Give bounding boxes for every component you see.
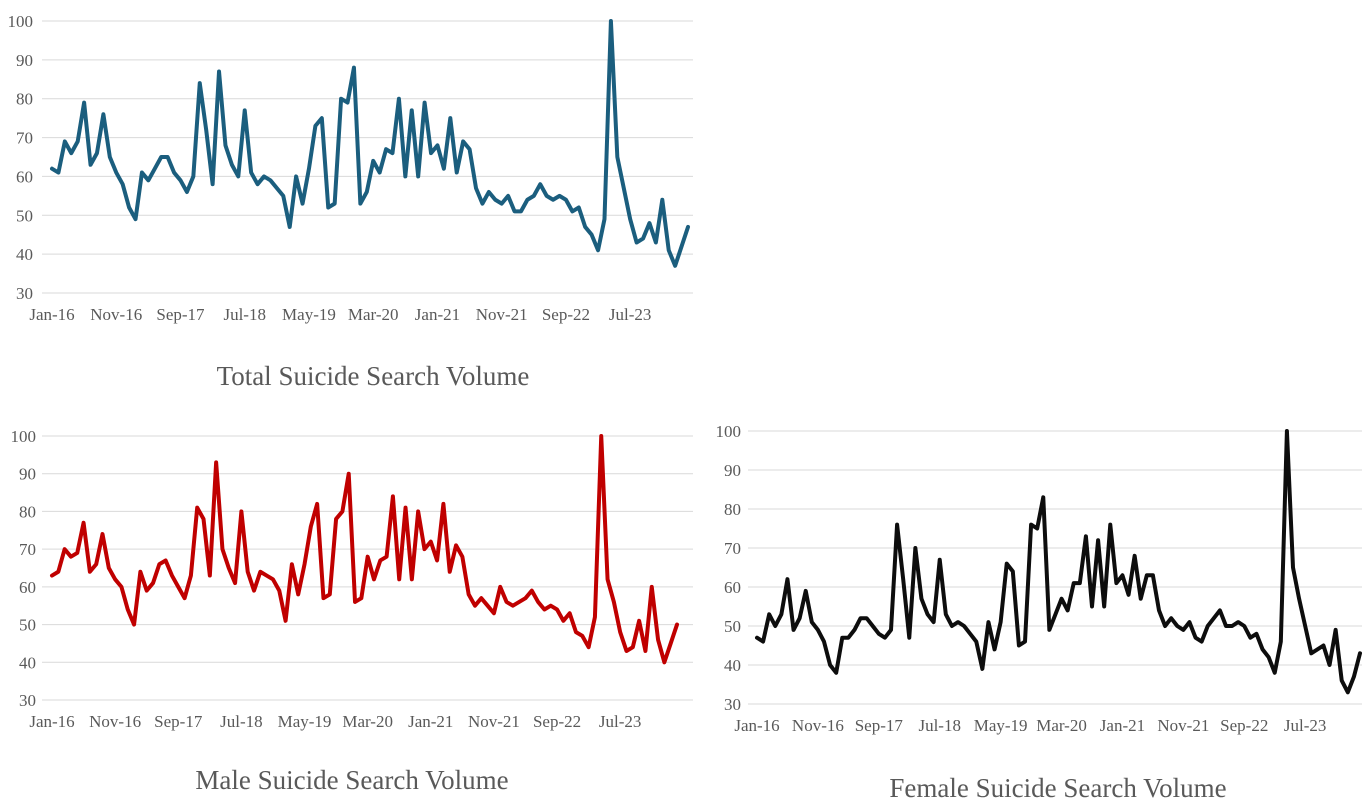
- female-x-tick-label: Jul-23: [1284, 716, 1327, 735]
- female-y-tick-label: 50: [724, 617, 741, 636]
- female-x-tick-label: Jan-21: [1100, 716, 1145, 735]
- total-x-tick-label: Jan-16: [29, 305, 74, 324]
- male-series-line: [50, 434, 679, 665]
- female-y-tick-label: 30: [724, 695, 741, 714]
- female-y-tick-label: 90: [724, 461, 741, 480]
- female-x-tick-label: Jan-16: [734, 716, 779, 735]
- female-y-tick-label: 60: [724, 578, 741, 597]
- total-x-tick-label: Nov-21: [476, 305, 528, 324]
- male-y-tick-label: 30: [19, 691, 36, 710]
- male-y-tick-label: 60: [19, 578, 36, 597]
- total-x-tick-label: Jul-18: [223, 305, 266, 324]
- female-y-tick-label: 40: [724, 656, 741, 675]
- female-x-tick-label: May-19: [974, 716, 1028, 735]
- total-x-tick-label: Jul-23: [609, 305, 652, 324]
- male-x-tick-label: Nov-16: [89, 712, 141, 731]
- total-y-tick-label: 60: [16, 167, 33, 186]
- female-x-tick-label: Nov-16: [792, 716, 844, 735]
- total-x-tick-label: Nov-16: [90, 305, 142, 324]
- male-search-volume-chart: 30 40 50 60 70 80 90 100 Jan-16 Nov-16 Sep-17 Jul-1…: [11, 427, 693, 795]
- male-x-tick-label: May-19: [278, 712, 332, 731]
- male-y-tick-label: 70: [19, 540, 36, 559]
- male-y-tick-label: 100: [11, 427, 37, 446]
- male-x-tick-label: Nov-21: [468, 712, 520, 731]
- male-x-tick-label: Jul-18: [220, 712, 263, 731]
- total-x-tick-label: Jan-21: [415, 305, 460, 324]
- female-x-tick-label: Sep-17: [855, 716, 904, 735]
- female-y-tick-label: 70: [724, 539, 741, 558]
- male-y-tick-label: 90: [19, 465, 36, 484]
- total-x-tick-label: Sep-17: [156, 305, 205, 324]
- female-x-tick-label: Sep-22: [1220, 716, 1268, 735]
- female-x-tick-label: Jul-18: [918, 716, 961, 735]
- male-chart-title: Male Suicide Search Volume: [195, 765, 508, 795]
- male-y-tick-label: 40: [19, 653, 36, 672]
- female-chart-title: Female Suicide Search Volume: [889, 773, 1226, 803]
- total-y-tick-label: 70: [16, 129, 33, 148]
- male-x-tick-label: Mar-20: [342, 712, 393, 731]
- total-x-tick-label: Mar-20: [348, 305, 399, 324]
- female-y-tick-label: 80: [724, 500, 741, 519]
- total-x-tick-label: May-19: [282, 305, 336, 324]
- male-x-tick-label: Sep-17: [154, 712, 203, 731]
- total-y-tick-label: 50: [16, 206, 33, 225]
- total-search-volume-chart: 30 40 50 60 70 80 90 100 Jan-16 Nov-16 Sep-17 Jul-1…: [8, 12, 693, 391]
- total-y-tick-label: 90: [16, 51, 33, 70]
- total-x-tick-label: Sep-22: [542, 305, 590, 324]
- female-series-line: [755, 429, 1362, 695]
- total-y-tick-label: 30: [16, 284, 33, 303]
- male-x-tick-label: Jan-16: [29, 712, 74, 731]
- male-y-tick-label: 50: [19, 616, 36, 635]
- total-y-tick-label: 100: [8, 12, 34, 31]
- female-search-volume-chart: 30 40 50 60 70 80 90 100 Jan-16 Nov-16 Sep-17 Jul-1…: [716, 422, 1362, 803]
- male-x-tick-label: Sep-22: [533, 712, 581, 731]
- female-x-tick-label: Mar-20: [1036, 716, 1087, 735]
- female-y-tick-label: 100: [716, 422, 742, 441]
- female-x-tick-label: Nov-21: [1157, 716, 1209, 735]
- total-y-tick-label: 40: [16, 245, 33, 264]
- total-series-line: [50, 19, 690, 268]
- total-chart-title: Total Suicide Search Volume: [217, 361, 530, 391]
- male-x-tick-label: Jan-21: [408, 712, 453, 731]
- male-x-tick-label: Jul-23: [599, 712, 642, 731]
- total-y-tick-label: 80: [16, 90, 33, 109]
- male-y-tick-label: 80: [19, 502, 36, 521]
